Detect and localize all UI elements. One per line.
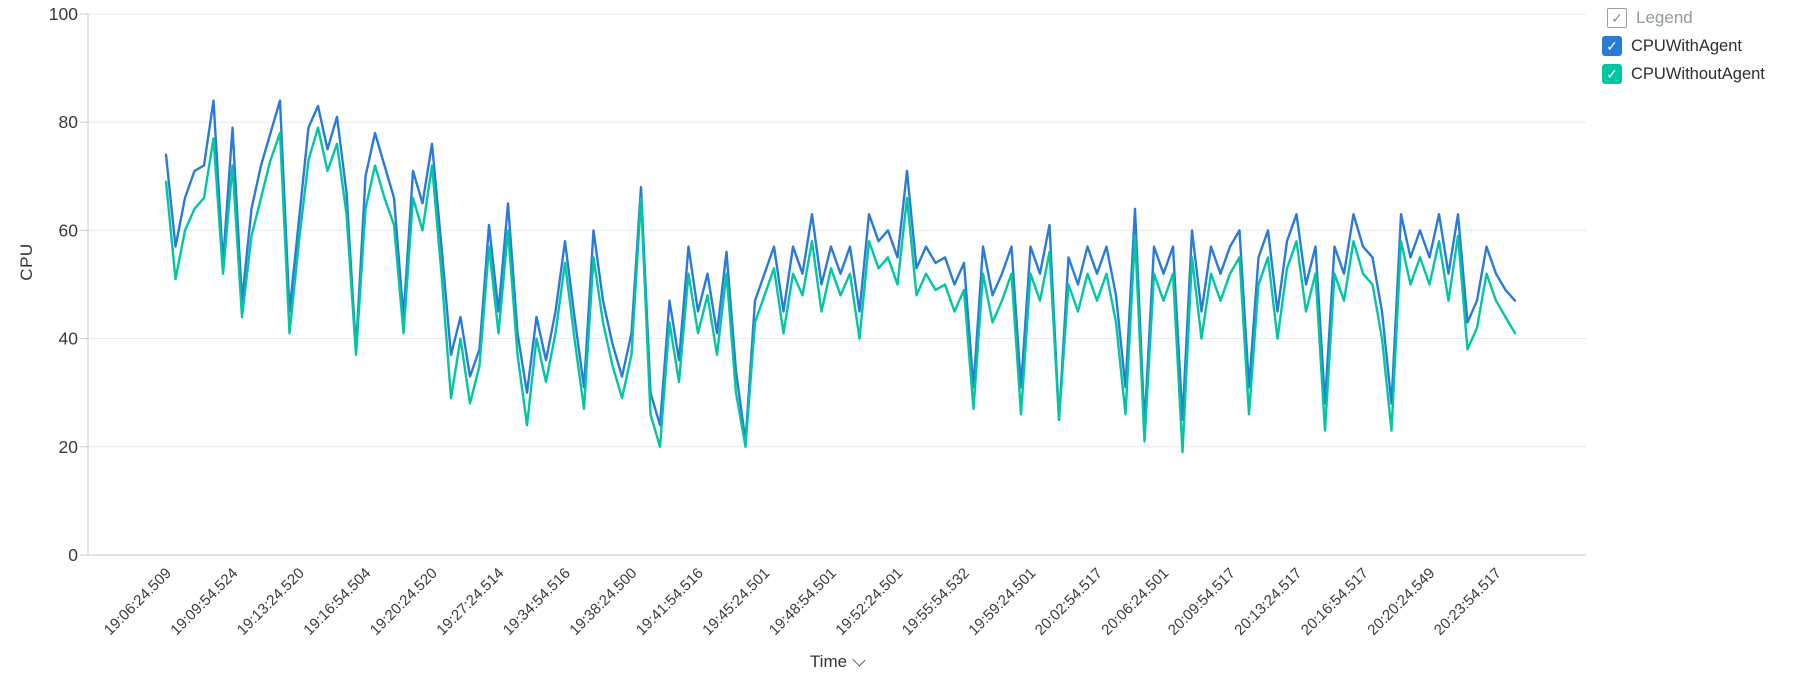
legend-checkbox[interactable]: ✓: [1607, 8, 1627, 28]
x-tick-label: 19:34:54.516: [500, 565, 574, 639]
y-axis-title: CPU: [17, 243, 36, 281]
x-tick-label: 19:52:24.501: [832, 565, 906, 639]
series-line-cpuwithoutagent[interactable]: [164, 126, 1517, 454]
x-tick-label: 20:23:54.517: [1431, 565, 1505, 639]
x-tick-label: 20:09:54.517: [1165, 565, 1239, 639]
y-tick-label: 0: [68, 545, 78, 565]
cpuwithagent-checkbox[interactable]: ✓: [1602, 36, 1622, 56]
x-tick-label: 19:59:24.501: [965, 565, 1039, 639]
legend-item-label: CPUWithAgent: [1631, 36, 1742, 55]
legend-item-cpuwithagent[interactable]: ✓ CPUWithAgent: [1602, 36, 1792, 56]
x-tick-label: 19:09:54.524: [167, 565, 241, 639]
series-line-cpuwithagent[interactable]: [164, 99, 1517, 443]
legend-item-cpuwithoutagent[interactable]: ✓ CPUWithoutAgent: [1602, 64, 1792, 84]
legend-header-label: Legend: [1636, 8, 1693, 27]
checkmark-icon: ✓: [1606, 66, 1618, 82]
x-tick-label: 19:38:24.500: [566, 565, 640, 639]
checkmark-icon: ✓: [1606, 38, 1618, 54]
y-tick-label: 60: [59, 220, 79, 240]
y-tick-label: 100: [49, 4, 78, 24]
y-tick-label: 80: [59, 112, 79, 132]
legend-toggle[interactable]: ✓ Legend: [1607, 8, 1792, 28]
y-tick-label: 40: [59, 329, 79, 349]
x-tick-label: 19:55:54.532: [899, 565, 973, 639]
x-tick-label: 19:27:24.514: [433, 565, 507, 639]
chevron-down-icon: [852, 653, 866, 667]
x-axis-selector[interactable]: Time: [809, 652, 866, 672]
legend-item-label: CPUWithoutAgent: [1631, 64, 1765, 83]
cpuwithoutagent-checkbox[interactable]: ✓: [1602, 64, 1622, 84]
x-tick-label: 20:06:24.501: [1098, 565, 1172, 639]
x-axis-title: Time: [809, 652, 848, 671]
x-tick-label: 20:20:24.549: [1364, 565, 1438, 639]
x-tick-label: 20:16:54.517: [1298, 565, 1372, 639]
x-tick-label: 19:20:24.520: [367, 565, 441, 639]
x-tick-label: 19:13:24.520: [234, 565, 308, 639]
y-tick-label: 20: [59, 437, 79, 457]
legend-panel: ✓ Legend ✓ CPUWithAgent ✓ CPUWithoutAgen…: [1602, 8, 1792, 84]
x-tick-label: 19:48:54.501: [766, 565, 840, 639]
x-tick-label: 19:06:24.509: [101, 565, 175, 639]
x-tick-label: 20:02:54.517: [1032, 565, 1106, 639]
x-tick-label: 19:41:54.516: [633, 565, 707, 639]
checkmark-icon: ✓: [1611, 10, 1623, 26]
x-tick-label: 19:45:24.501: [699, 565, 773, 639]
x-tick-label: 20:13:24.517: [1231, 565, 1305, 639]
x-tick-label: 19:16:54.504: [300, 565, 374, 639]
